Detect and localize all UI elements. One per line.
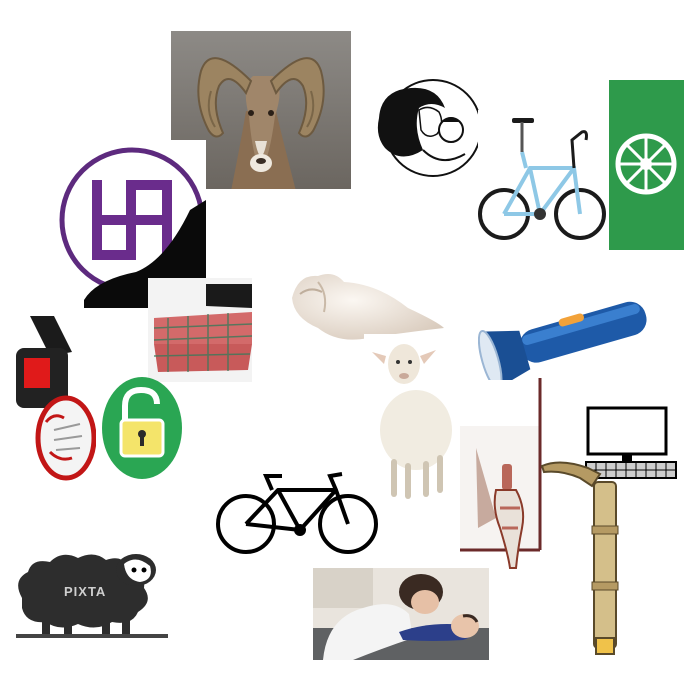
sheep-icon xyxy=(364,334,462,502)
lantern-icon xyxy=(16,316,96,481)
bicycle-silhouette xyxy=(212,470,382,556)
blue-flashlight xyxy=(478,288,654,380)
wooden-stand-figure xyxy=(456,378,542,574)
black-sheep-cartoon: PIXTA xyxy=(8,544,172,640)
computer-on-wooden-post xyxy=(540,406,686,656)
dharma-wheel-icon xyxy=(609,80,684,250)
watercolor-sheep xyxy=(364,334,462,502)
folded-cloth-headband xyxy=(148,278,252,382)
mother-child-icon xyxy=(313,568,489,660)
cloth-icon xyxy=(148,278,252,382)
padlock-icon xyxy=(102,377,182,479)
road-bicycle-photo xyxy=(478,110,606,250)
bicycle-icon xyxy=(216,472,378,554)
mother-child-icon xyxy=(361,68,489,186)
green-wheel-sign xyxy=(609,80,684,250)
statue-icon xyxy=(460,378,542,569)
conch-icon xyxy=(292,274,444,340)
pixta-watermark: PIXTA xyxy=(64,584,107,599)
computer-icon xyxy=(540,406,677,655)
mother-with-baby-photo xyxy=(313,568,489,660)
flashlight-icon xyxy=(478,301,647,380)
red-lantern-torch xyxy=(10,312,96,482)
green-padlock-icon xyxy=(101,376,183,480)
conch-shell xyxy=(288,268,446,346)
mother-and-baby-line-art xyxy=(361,68,489,186)
sheep-icon xyxy=(16,554,168,638)
bicycle-icon xyxy=(478,110,606,250)
